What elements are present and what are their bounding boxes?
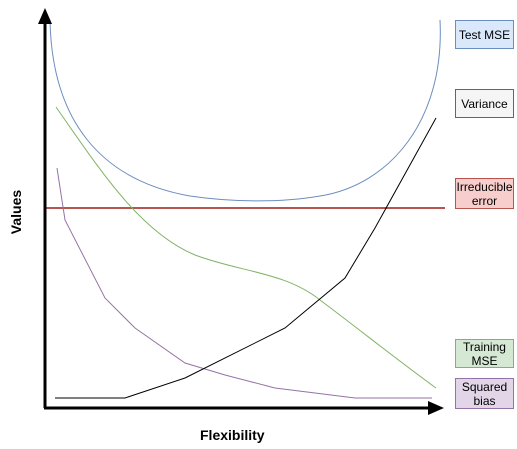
legend-squared-bias: Squared bias <box>455 378 514 409</box>
test-mse-curve <box>49 19 441 202</box>
y-axis <box>38 8 52 408</box>
legend-test-mse: Test MSE <box>455 20 514 49</box>
legend-irreducible-error: Irreducible error <box>455 178 514 209</box>
variance-curve <box>55 117 437 399</box>
training-mse-curve <box>55 106 437 389</box>
legend-variance: Variance <box>455 89 514 118</box>
y-axis-title: Values <box>8 189 25 235</box>
y-axis-arrowhead <box>38 8 52 24</box>
squared-bias-curve <box>56 167 432 399</box>
x-axis-title: Flexibility <box>200 427 265 443</box>
legend-training-mse: Training MSE <box>455 339 514 368</box>
x-axis <box>44 401 444 415</box>
x-axis-arrowhead <box>428 401 444 415</box>
